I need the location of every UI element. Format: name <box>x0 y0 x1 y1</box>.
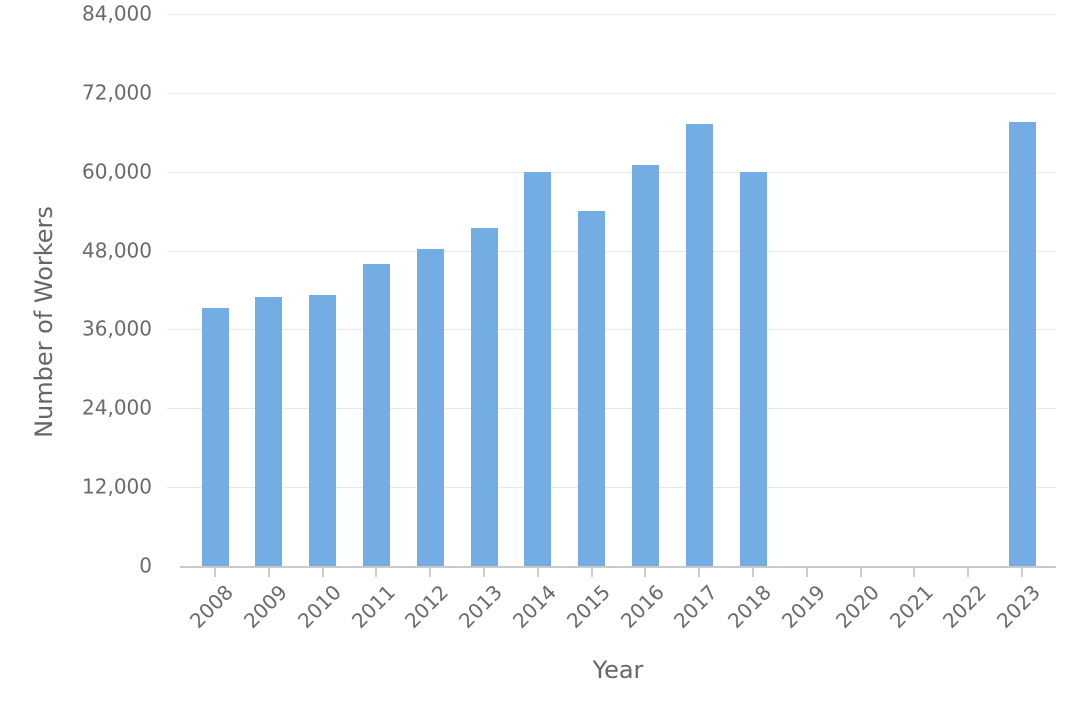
bar-2012 <box>416 249 444 566</box>
x-axis-title: Year <box>592 656 644 684</box>
x-tick-mark <box>752 568 754 577</box>
x-tick-label: 2019 <box>776 580 830 633</box>
x-tick-label: 2009 <box>238 580 292 633</box>
x-tick-mark <box>429 568 432 577</box>
x-tick-label: 2020 <box>830 580 884 633</box>
x-tick-mark <box>859 568 862 577</box>
y-axis-title: Number of Workers <box>30 206 58 438</box>
x-tick-mark <box>805 568 808 577</box>
gridline <box>167 408 1056 410</box>
x-tick-label: 2011 <box>346 580 400 633</box>
gridline <box>167 171 1056 173</box>
x-tick-label: 2021 <box>884 580 938 633</box>
y-tick-label: 12,000 <box>82 474 152 499</box>
x-tick-mark <box>267 568 270 577</box>
bar-2023 <box>1008 122 1036 566</box>
x-tick-mark <box>698 568 701 577</box>
x-tick-label: 2013 <box>454 580 507 633</box>
x-tick-label: 2017 <box>669 580 723 633</box>
y-tick-label: 72,000 <box>82 80 152 105</box>
bar-2008 <box>201 307 229 566</box>
bar-2013 <box>470 228 498 566</box>
x-tick-mark <box>1021 568 1023 577</box>
x-tick-mark <box>214 568 216 577</box>
bar-2017 <box>685 124 713 566</box>
x-tick-label: 2016 <box>615 580 669 633</box>
gridline <box>167 250 1056 252</box>
y-tick-label: 48,000 <box>82 238 152 263</box>
x-tick-mark <box>536 568 539 577</box>
gridline <box>167 329 1056 331</box>
bar-2015 <box>578 210 606 566</box>
x-tick-label: 2014 <box>507 580 561 633</box>
y-tick-label: 84,000 <box>82 1 152 26</box>
bar-2014 <box>524 171 552 566</box>
plot-area <box>167 14 1056 568</box>
y-tick-label: 0 <box>139 553 152 578</box>
x-tick-mark <box>644 568 647 577</box>
x-tick-label: 2010 <box>292 580 346 633</box>
bar-2009 <box>255 296 283 566</box>
x-tick-label: 2015 <box>561 580 615 633</box>
bar-2016 <box>631 165 659 566</box>
bar-2011 <box>362 263 390 566</box>
gridline <box>167 92 1056 94</box>
gridline <box>167 487 1056 489</box>
bar-2010 <box>309 294 337 566</box>
x-tick-label: 2008 <box>185 580 238 633</box>
x-tick-mark <box>483 568 485 577</box>
x-tick-label: 2023 <box>992 580 1045 633</box>
x-tick-label: 2018 <box>723 580 776 633</box>
x-tick-mark <box>375 568 378 577</box>
x-tick-mark <box>321 568 324 577</box>
x-tick-label: 2012 <box>400 580 454 633</box>
x-tick-mark <box>590 568 593 577</box>
gridline <box>167 14 1056 15</box>
y-tick-label: 36,000 <box>82 316 152 341</box>
bar-2018 <box>739 171 767 566</box>
x-tick-mark <box>913 568 916 577</box>
y-tick-label: 60,000 <box>82 159 152 184</box>
y-tick-label: 24,000 <box>82 395 152 420</box>
x-tick-label: 2022 <box>938 580 992 633</box>
x-tick-mark <box>967 568 970 577</box>
